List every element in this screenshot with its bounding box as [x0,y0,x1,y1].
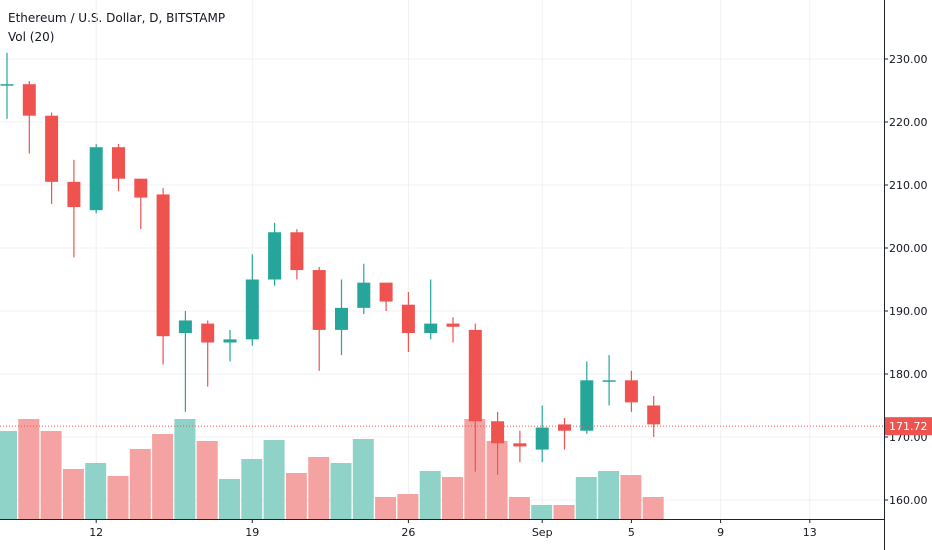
candle-down[interactable] [647,405,661,425]
volume-bar[interactable] [330,463,352,519]
x-tick-label: 13 [803,526,817,539]
volume-bar[interactable] [62,469,84,519]
candle-down[interactable] [401,304,415,334]
candle-down[interactable] [624,380,638,403]
volume-bar[interactable] [0,431,17,519]
candle-down[interactable] [112,147,125,179]
volume-bar[interactable] [352,439,374,519]
volume-bar[interactable] [219,479,240,519]
volume-bar[interactable] [642,497,664,519]
x-tick-label: 26 [401,526,415,539]
volume-bar[interactable] [152,434,174,519]
candle-up[interactable] [535,427,549,450]
x-tick-label: Sep [532,526,553,539]
x-tick-label: 9 [717,526,724,539]
candle-down[interactable] [45,115,59,182]
y-tick-label: 180.00 [889,368,928,381]
candle-down[interactable] [513,443,527,447]
volume-bars [0,419,664,519]
candle-up[interactable] [335,307,348,330]
volume-bar[interactable] [18,419,40,519]
candle-up[interactable] [268,232,282,280]
volume-bar[interactable] [531,505,553,519]
volume-bar[interactable] [285,473,307,519]
volume-bar[interactable] [486,441,508,519]
volume-bar[interactable] [575,477,597,519]
candle-down[interactable] [67,181,81,208]
x-tick-label: 5 [628,526,635,539]
candle-down[interactable] [156,194,170,337]
volume-bar[interactable] [419,471,441,519]
y-tick-label: 190.00 [889,305,928,318]
candles [0,52,661,475]
price-axis[interactable] [884,0,932,550]
volume-bar[interactable] [553,505,575,519]
candle-up[interactable] [223,339,237,343]
volume-bar[interactable] [85,463,107,519]
volume-bar[interactable] [129,449,151,519]
candle-up[interactable] [424,323,438,334]
candle-up[interactable] [89,147,103,211]
candle-up[interactable] [580,380,594,431]
candle-down[interactable] [446,323,460,327]
candle-up[interactable] [357,282,371,308]
volume-bar[interactable] [620,475,642,519]
volume-bar[interactable] [174,419,196,519]
candle-down[interactable] [312,270,326,330]
grid-lines [0,0,884,519]
volume-bar[interactable] [375,497,397,519]
y-tick-label: 160.00 [889,494,928,507]
last-price-label: 171.72 [889,420,928,433]
x-tick-label: 19 [245,526,259,539]
volume-indicator-label[interactable]: Vol (20) [8,30,55,44]
volume-bar[interactable] [40,431,62,519]
candle-up[interactable] [245,279,259,340]
volume-bar[interactable] [598,471,620,519]
candle-up[interactable] [0,84,14,86]
y-tick-label: 210.00 [889,179,928,192]
volume-bar[interactable] [196,441,218,519]
candle-up[interactable] [178,320,192,334]
volume-bar[interactable] [397,494,419,519]
volume-bar[interactable] [308,457,330,519]
time-axis[interactable] [0,519,884,550]
x-tick-label: 12 [89,526,103,539]
y-tick-label: 200.00 [889,242,928,255]
y-tick-label: 230.00 [889,53,928,66]
volume-bar[interactable] [263,440,285,519]
volume-bar[interactable] [241,459,263,519]
candle-down[interactable] [134,178,148,198]
candle-down[interactable] [468,329,482,422]
volume-bar[interactable] [508,497,530,519]
candle-down[interactable] [201,323,215,343]
candle-down[interactable] [379,282,393,302]
candle-down[interactable] [491,421,505,444]
volume-bar[interactable] [442,477,463,519]
volume-bar[interactable] [107,476,129,519]
last-price-badge [885,417,932,436]
candle-down[interactable] [558,424,571,431]
candle-up[interactable] [602,380,616,382]
candle-down[interactable] [290,232,304,271]
candle-down[interactable] [22,84,36,116]
chart-title: Ethereum / U.S. Dollar, D, BITSTAMP [8,11,226,25]
y-tick-label: 220.00 [889,116,928,129]
